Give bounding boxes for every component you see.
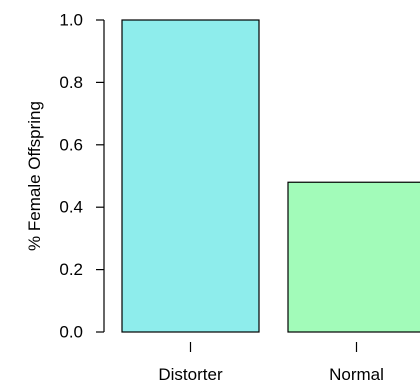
y-tick-label: 1.0: [59, 11, 83, 30]
bar-normal: [287, 181, 420, 333]
y-axis-ticks: 0.0 0.2 0.4 0.6 0.8 1.0: [59, 11, 104, 342]
bars: [121, 19, 420, 333]
y-tick-label: 0.2: [59, 260, 83, 279]
bar-distorter: [121, 19, 260, 333]
y-tick-label: 0.0: [59, 323, 83, 342]
x-axis-ticks: Distorter Normal: [158, 342, 384, 384]
y-tick-label: 0.6: [59, 135, 83, 154]
x-tick-label-normal: Normal: [329, 365, 384, 384]
y-axis-title: % Female Offspring: [25, 101, 44, 251]
y-tick-label: 0.4: [59, 198, 83, 217]
x-tick-label-distorter: Distorter: [158, 365, 223, 384]
y-tick-label: 0.8: [59, 73, 83, 92]
